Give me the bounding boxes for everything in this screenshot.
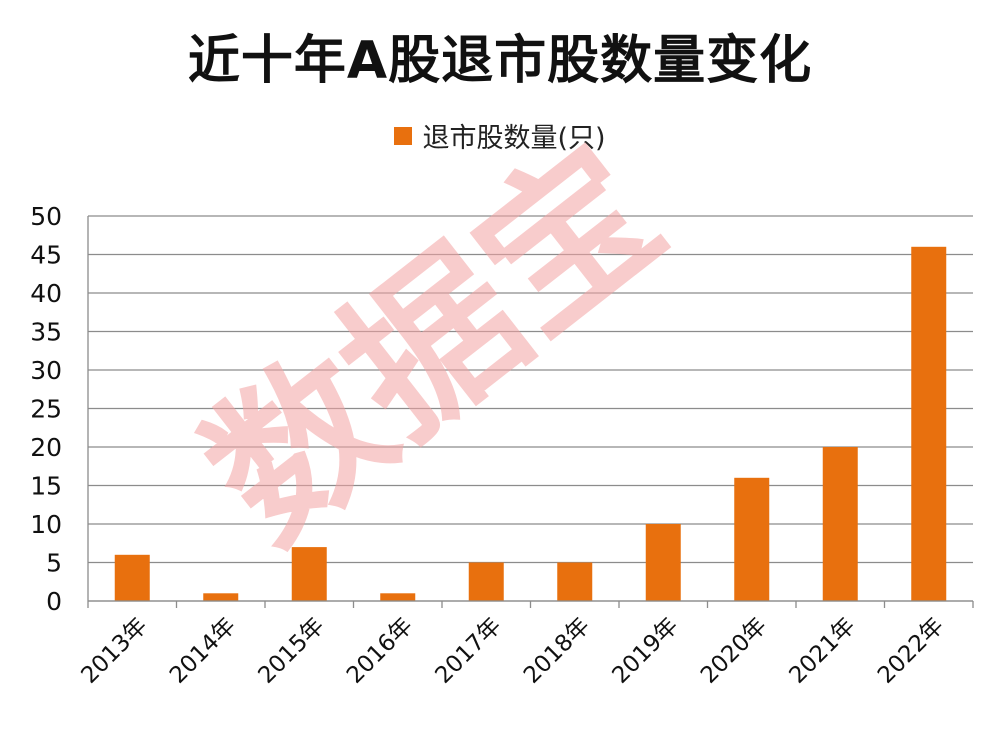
bar-2020年: [734, 477, 770, 601]
legend-label: 退市股数量(只): [422, 123, 606, 154]
x-tick-label: 2022年: [873, 613, 949, 689]
legend: 退市股数量(只): [0, 116, 1000, 155]
legend-swatch: [394, 126, 413, 145]
x-tick-label: 2020年: [696, 613, 772, 689]
bar-2017年: [468, 562, 504, 601]
x-tick-label: 2014年: [165, 613, 241, 689]
x-tick-label: 2018年: [519, 613, 595, 689]
x-axis: 2013年 2014年 2015年 2016年 2017年 2018年 2019年 2020年…: [76, 600, 974, 689]
x-tick-label: 2021年: [784, 613, 860, 689]
y-tick-label: 25: [30, 395, 62, 424]
bars: [114, 246, 947, 602]
x-tick-label: 2019年: [607, 613, 683, 689]
y-tick-label: 35: [30, 318, 62, 347]
y-tick-label: 40: [30, 279, 62, 308]
y-tick-label: 15: [30, 472, 62, 501]
y-tick-label: 10: [30, 510, 62, 539]
x-tick-label: 2013年: [76, 613, 152, 689]
x-tick-label: 2017年: [430, 613, 506, 689]
y-tick-label: 5: [46, 549, 62, 578]
x-tick-label: 2015年: [253, 613, 329, 689]
y-tick-label: 45: [30, 241, 62, 270]
y-tick-label: 0: [46, 587, 62, 616]
bar-2021年: [822, 447, 858, 601]
y-tick-label: 50: [30, 202, 62, 231]
bar-2018年: [557, 562, 593, 601]
bar-2015年: [291, 547, 327, 601]
x-tick-label: 2016年: [342, 613, 418, 689]
chart-title: 近十年A股退市股数量变化: [187, 31, 813, 91]
bar-2022年: [911, 246, 947, 602]
y-tick-label: 30: [30, 356, 62, 385]
y-tick-label: 20: [30, 433, 62, 462]
bar-2019年: [645, 524, 681, 601]
y-axis: 0 5 10 15 20 25 30 35 40 45 50: [30, 202, 89, 616]
watermark-text: 数据宝: [172, 109, 696, 579]
bar-2016年: [380, 593, 416, 601]
bar-2014年: [203, 593, 239, 601]
bar-2013年: [114, 554, 150, 601]
